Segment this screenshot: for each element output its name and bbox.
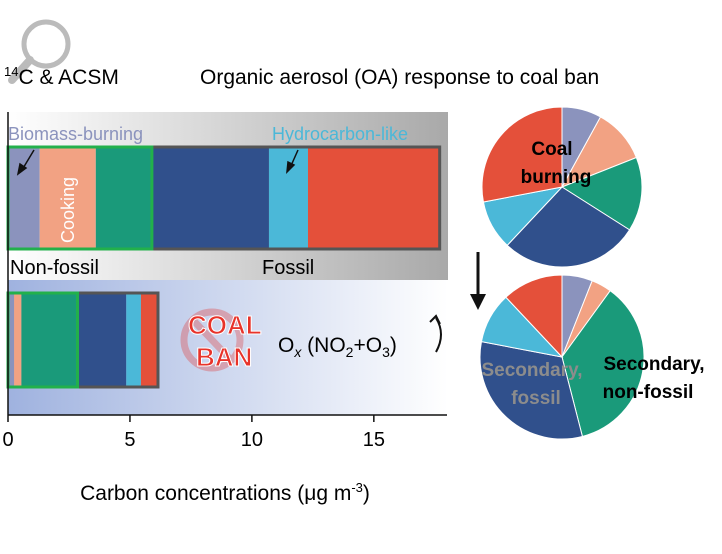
- bar-segment: [151, 147, 269, 249]
- bar-segment: [307, 147, 440, 249]
- method: C & ACSM: [18, 66, 118, 89]
- pie-slice: [505, 274, 563, 359]
- ox-text: Ox (NO2+O3): [278, 334, 397, 360]
- bar-segment: [95, 147, 152, 249]
- bars: [6, 145, 442, 389]
- t: ): [390, 334, 397, 357]
- pie-slice: [561, 289, 645, 438]
- bar-segment: [140, 293, 158, 387]
- bar-segment: [8, 147, 40, 249]
- secondary-fossil: Secondary,: [481, 360, 582, 381]
- coal-text: COAL: [188, 310, 262, 340]
- bar-segment: [39, 147, 96, 249]
- label-biomass: Biomass-burning: [8, 124, 143, 144]
- magnifier-icon: [8, 19, 71, 84]
- x-tick-label: 5: [124, 429, 135, 451]
- t: +O: [353, 334, 382, 357]
- x-title-part: ): [363, 482, 370, 505]
- sup: 14: [4, 64, 18, 79]
- pointer-arrows: [16, 149, 299, 176]
- ban-icon: [180, 308, 244, 372]
- down-arrow: [470, 252, 486, 310]
- t: (NO: [301, 334, 345, 357]
- bar-segment: [126, 293, 141, 387]
- pies: [479, 106, 645, 440]
- ban-text: BAN: [196, 342, 252, 372]
- label-hydrocarbon: Hydrocarbon-like: [272, 124, 408, 144]
- x-axis-title: Carbon concentrations (μg m-3): [80, 480, 370, 505]
- secondary-non-fossil: non-fossil: [603, 382, 694, 403]
- x-tick-label: 0: [2, 429, 13, 451]
- bar-segment: [8, 293, 15, 387]
- label-cooking: Cooking: [58, 177, 78, 243]
- x-title-sup: -3: [351, 480, 363, 495]
- bar-segment: [14, 293, 22, 387]
- bar-segment: [77, 293, 127, 387]
- t: 2: [346, 344, 354, 360]
- x-title-part: Carbon concentrations (μg m: [80, 482, 351, 505]
- method-label: 14C & ACSM: [4, 64, 119, 89]
- bar-segment: [21, 293, 78, 387]
- pie-slice: [479, 341, 584, 440]
- t: x: [293, 344, 302, 360]
- x-axis: 0 5 10 15 Carbon concentrations (μg m-3): [2, 112, 447, 505]
- pie-slice: [560, 156, 643, 231]
- pie-labels: Coal burning Secondary, fossil Secondary…: [481, 139, 704, 409]
- secondary-non-fossil: Secondary,: [603, 354, 704, 375]
- t: O: [278, 334, 294, 357]
- label-fossil: Fossil: [262, 257, 314, 279]
- title: Organic aerosol (OA) response to coal ba…: [200, 66, 599, 89]
- t: 3: [382, 344, 390, 360]
- secondary-fossil: fossil: [511, 388, 561, 409]
- coal-burning: Coal: [531, 139, 572, 160]
- pie-slice: [481, 106, 563, 203]
- x-tick-label: 10: [241, 429, 263, 451]
- coal-burning: burning: [521, 167, 592, 188]
- label-non-fossil: Non-fossil: [10, 257, 99, 279]
- x-tick-label: 15: [363, 429, 385, 451]
- increase-arrow: [429, 314, 442, 353]
- pie-slice: [506, 186, 631, 268]
